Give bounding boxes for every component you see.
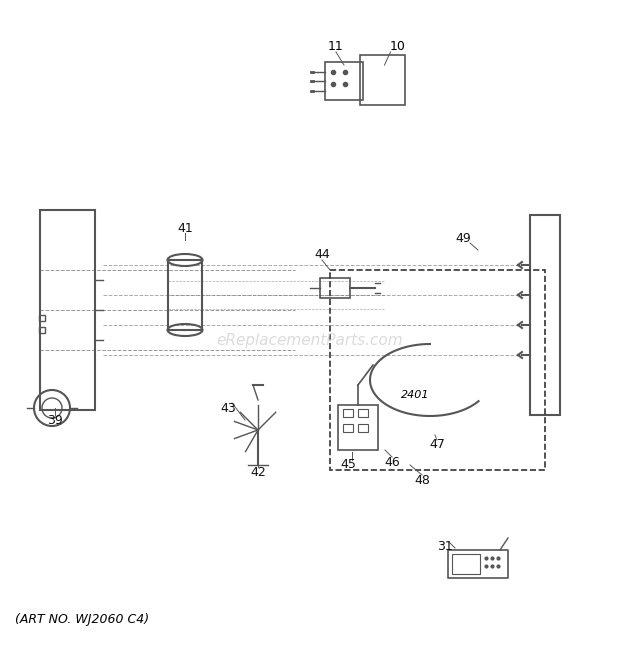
- Text: 49: 49: [455, 232, 471, 244]
- Bar: [452, 554, 480, 574]
- Text: 47: 47: [429, 438, 445, 451]
- Text: 2401: 2401: [401, 390, 429, 400]
- Text: 43: 43: [220, 401, 236, 414]
- Text: 10: 10: [389, 40, 405, 53]
- Bar: [358, 409, 368, 417]
- Text: eReplacementParts.com: eReplacementParts.com: [216, 333, 404, 348]
- Text: 39: 39: [47, 414, 63, 426]
- Text: 31: 31: [437, 541, 453, 554]
- Text: 44: 44: [314, 249, 330, 261]
- Text: (ART NO. WJ2060 C4): (ART NO. WJ2060 C4): [15, 614, 149, 626]
- Text: 46: 46: [384, 455, 400, 469]
- Text: 42: 42: [250, 465, 266, 478]
- Text: 45: 45: [340, 459, 356, 471]
- Text: 48: 48: [414, 473, 430, 486]
- Text: 41: 41: [177, 222, 193, 234]
- Text: 11: 11: [328, 40, 344, 53]
- Bar: [358, 424, 368, 432]
- Bar: [343, 424, 353, 432]
- Bar: [343, 409, 353, 417]
